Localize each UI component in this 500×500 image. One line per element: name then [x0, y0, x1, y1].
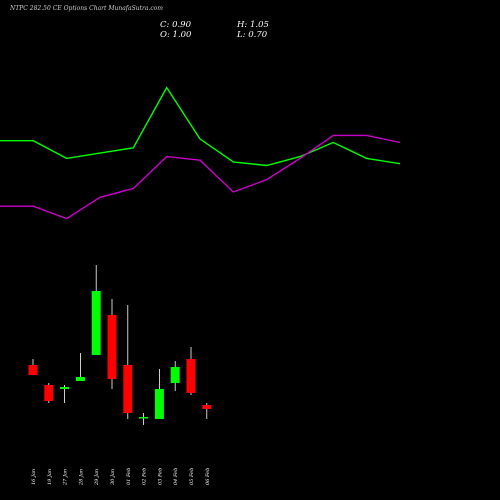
candle — [107, 299, 117, 389]
candle-body — [170, 367, 180, 383]
candle — [154, 369, 164, 419]
x-tick-label: 16 Jan — [31, 469, 37, 485]
line-series-2 — [0, 134, 401, 220]
candle — [28, 359, 38, 375]
candles — [28, 265, 212, 425]
x-tick-label: 30 Jan — [110, 469, 116, 485]
candle — [75, 353, 85, 381]
x-tick-label: 06 Feb — [205, 468, 211, 485]
low-value: L: 0.70 — [237, 30, 268, 40]
candle-body — [154, 389, 164, 419]
x-tick-label: 28 Jan — [78, 469, 84, 486]
candle — [91, 265, 101, 355]
candle-body — [44, 385, 54, 401]
candle-body — [60, 387, 70, 389]
x-tick-label: 19 Jan — [47, 469, 53, 485]
candle-body — [202, 405, 212, 409]
x-tick-label: 03 Feb — [157, 468, 163, 485]
chart-title: NTPC 282.50 CE Options Chart MunafaSutra… — [10, 5, 163, 12]
candle — [44, 383, 54, 403]
open-value: O: 1.00 — [160, 30, 192, 40]
candle — [170, 361, 180, 391]
x-tick-label: 01 Feb — [126, 468, 132, 485]
candle-body — [139, 417, 149, 419]
x-tick-label: 29 Jan — [94, 469, 100, 486]
candle-body — [186, 359, 196, 393]
x-tick-label: 02 Feb — [142, 468, 148, 485]
high-value: H: 1.05 — [237, 20, 269, 30]
candle — [123, 305, 133, 419]
candle-body — [123, 365, 133, 413]
x-tick-label: 05 Feb — [189, 468, 195, 485]
candle-body — [107, 315, 117, 379]
x-axis-ticks: 16 Jan 19 Jan 27 Jan 28 Jan 29 Jan 30 Jan 01 F… — [31, 468, 211, 486]
x-tick-label: 27 Jan — [63, 469, 69, 486]
candle — [60, 385, 70, 403]
candle-body — [75, 377, 85, 381]
candle — [139, 413, 149, 425]
candle-body — [91, 291, 101, 355]
x-tick-label: 04 Feb — [173, 468, 179, 485]
line-series-1 — [0, 86, 401, 167]
moving-average-lines — [0, 86, 401, 220]
candle-body — [28, 365, 38, 375]
candle — [186, 347, 196, 395]
close-value: C: 0.90 — [160, 20, 191, 30]
candle — [202, 403, 212, 419]
